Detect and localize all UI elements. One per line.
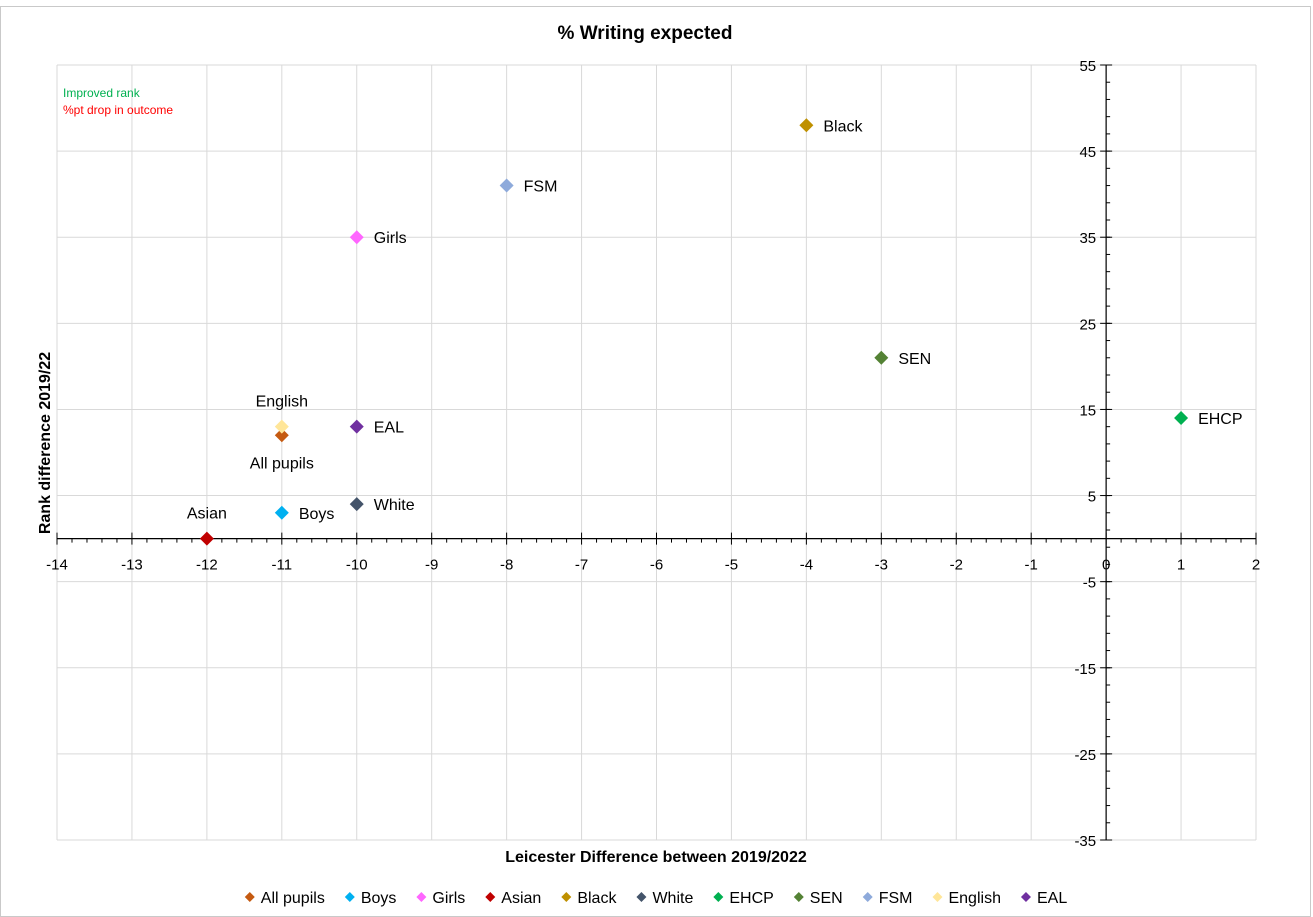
- point-english: [274, 419, 289, 434]
- data-label-asian: Asian: [187, 506, 227, 523]
- point-girls: [349, 230, 364, 245]
- y-axis-title: Rank difference 2019/22: [37, 352, 54, 534]
- point-ehcp: [1174, 411, 1189, 426]
- data-label-sen: SEN: [898, 351, 931, 368]
- x-tick-label: -14: [46, 557, 68, 574]
- axes: [56, 64, 1257, 841]
- legend-label: English: [948, 890, 1000, 907]
- data-label-black: Black: [823, 118, 863, 135]
- x-tick-label: 1: [1177, 557, 1185, 574]
- chart-title: % Writing expected: [558, 23, 733, 44]
- x-tick-label: -11: [272, 557, 293, 574]
- data-label-white: White: [374, 497, 415, 514]
- x-tick-label: -7: [575, 557, 588, 574]
- x-tick-label: -4: [800, 557, 813, 574]
- legend-marker: [932, 892, 943, 902]
- gridlines: [56, 64, 1257, 841]
- legend-marker: [862, 892, 873, 902]
- legend-label: EHCP: [729, 890, 773, 907]
- x-tick-label: -10: [346, 557, 368, 574]
- legend-label: Black: [577, 890, 617, 907]
- legend-marker: [485, 892, 496, 902]
- y-tick-label: -15: [1074, 661, 1096, 678]
- x-tick-label: -5: [725, 557, 738, 574]
- x-tick-label: -12: [196, 557, 218, 574]
- legend-label: Boys: [361, 890, 397, 907]
- point-black: [799, 118, 814, 133]
- data-points: All pupils Boys Girls Asian Black White EHCP SE…: [187, 118, 1243, 546]
- y-tick-label: -35: [1074, 833, 1096, 850]
- chart-frame: [0, 6, 1311, 917]
- legend-label: All pupils: [261, 890, 325, 907]
- legend-marker: [244, 892, 255, 902]
- data-label-english: English: [256, 394, 308, 411]
- legend-label: Girls: [432, 890, 465, 907]
- legend-marker: [1020, 892, 1031, 902]
- x-tick-label: -2: [950, 557, 963, 574]
- y-tick-label: 15: [1079, 402, 1096, 419]
- legend-marker: [344, 892, 355, 902]
- x-axis-title: Leicester Difference between 2019/2022: [505, 849, 807, 866]
- point-asian: [199, 531, 214, 546]
- y-tick-label: -5: [1083, 575, 1096, 592]
- legend-label: White: [652, 890, 693, 907]
- x-tick-label: -13: [121, 557, 143, 574]
- x-tick-label: -8: [500, 557, 513, 574]
- x-tick-label: -9: [425, 557, 438, 574]
- point-white: [349, 497, 364, 512]
- data-label-eal: EAL: [374, 420, 404, 437]
- x-tick-label: 2: [1252, 557, 1260, 574]
- x-tick-label: 0: [1102, 557, 1110, 574]
- legend-marker: [793, 892, 804, 902]
- y-tick-label: 5: [1088, 489, 1096, 506]
- y-tick-label: 55: [1079, 58, 1096, 75]
- point-fsm: [499, 178, 514, 193]
- point-sen: [874, 350, 889, 365]
- y-tick-label: 35: [1079, 230, 1096, 247]
- legend-label: SEN: [810, 890, 843, 907]
- legend: All pupils Boys Girls Asian Black White EHCP SE…: [244, 890, 1067, 907]
- y-tick-labels: 55 45 35 25 15 5 -5 -15 -25 -35: [1074, 58, 1096, 850]
- legend-label: EAL: [1037, 890, 1067, 907]
- legend-label: FSM: [879, 890, 913, 907]
- data-label-girls: Girls: [374, 230, 407, 247]
- legend-marker: [713, 892, 724, 902]
- data-label-ehcp: EHCP: [1198, 411, 1242, 428]
- data-label-fsm: FSM: [524, 179, 558, 196]
- data-label-boys: Boys: [299, 506, 335, 523]
- y-tick-label: -25: [1074, 747, 1096, 764]
- legend-marker: [416, 892, 427, 902]
- point-all-pupils: [274, 428, 289, 443]
- legend-label: Asian: [501, 890, 541, 907]
- legend-marker: [561, 892, 572, 902]
- y-tick-label: 45: [1079, 144, 1096, 161]
- point-boys: [274, 505, 289, 520]
- x-tick-labels: -14 -13 -12 -11 -10 -9 -8 -7 -6 -5 -4 -3 -2 -1 0 1 2: [46, 557, 1260, 574]
- x-tick-label: -1: [1025, 557, 1038, 574]
- annotation-improved-rank: Improved rank: [63, 86, 141, 100]
- x-tick-label: -3: [875, 557, 888, 574]
- legend-marker: [636, 892, 647, 902]
- annotation-pt-drop: %pt drop in outcome: [63, 103, 173, 117]
- y-tick-label: 25: [1079, 316, 1096, 333]
- point-eal: [349, 419, 364, 434]
- data-label-all-pupils: All pupils: [250, 455, 314, 472]
- x-tick-label: -6: [650, 557, 663, 574]
